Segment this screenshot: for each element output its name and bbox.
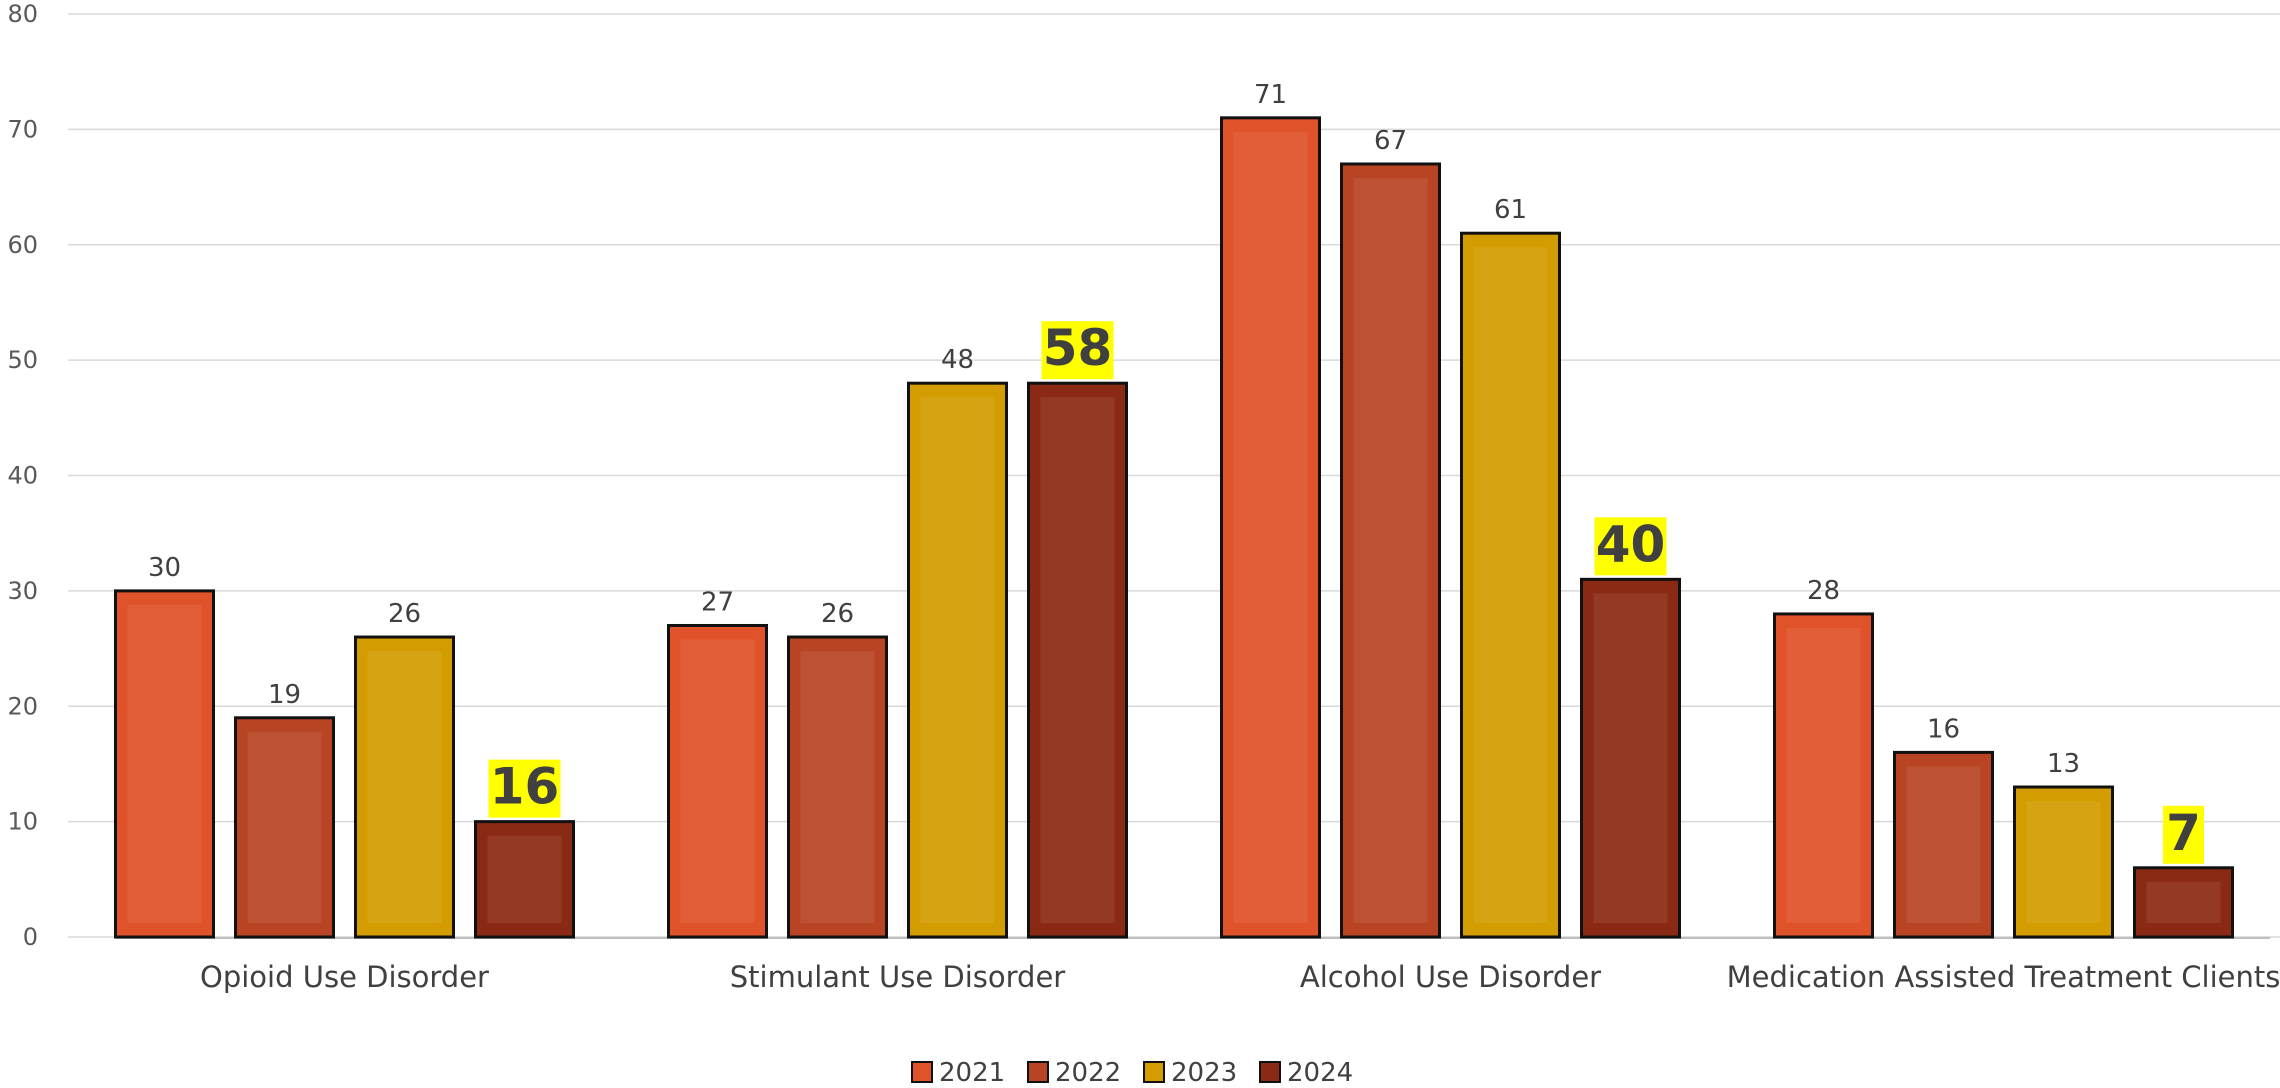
y-tick-label: 30 <box>7 577 38 605</box>
data-label: 28 <box>1807 576 1840 606</box>
data-label: 26 <box>821 599 854 629</box>
data-labels: 30 19 26 16 27 26 48 58 71 67 61 40 28 16 13 7 <box>148 80 2204 864</box>
legend-swatch <box>911 1061 933 1083</box>
legend-swatch <box>1143 1061 1165 1083</box>
y-tick-label: 70 <box>7 115 38 143</box>
data-label: 30 <box>148 553 181 583</box>
y-tick-label: 60 <box>7 231 38 259</box>
bar-2021 <box>114 589 215 939</box>
bar-bevel <box>1786 627 1861 923</box>
legend-swatch <box>1027 1061 1049 1083</box>
bar-bevel <box>1233 131 1308 923</box>
data-label: 7 <box>2166 804 2201 862</box>
category-label: Alcohol Use Disorder <box>1300 960 1601 994</box>
bar-bevel <box>800 651 875 923</box>
bar-2024 <box>1027 381 1128 939</box>
bar-2023 <box>2013 785 2114 939</box>
x-axis-categories: Opioid Use Disorder Stimulant Use Disorde… <box>200 960 2280 994</box>
data-label: 71 <box>1254 80 1287 110</box>
bar-2022 <box>234 716 335 939</box>
bar-2024 <box>474 820 575 939</box>
bar-bevel <box>2146 881 2221 923</box>
bar-bevel <box>367 651 442 923</box>
y-tick-label: 50 <box>7 346 38 374</box>
legend-label: 2023 <box>1171 1058 1237 1088</box>
bar-bevel <box>1040 397 1115 923</box>
data-label: 61 <box>1494 195 1527 225</box>
bar-bevel <box>680 639 755 923</box>
legend: 2021 2022 2023 2024 <box>911 1058 1353 1088</box>
y-tick-label: 20 <box>7 692 38 720</box>
data-label: 16 <box>490 758 560 816</box>
bar-2024 <box>1580 577 1681 939</box>
y-tick-label: 80 <box>7 0 38 28</box>
data-label: 27 <box>701 587 734 617</box>
bar-bevel <box>2026 801 2101 923</box>
data-label: 13 <box>2047 749 2080 779</box>
legend-label: 2021 <box>939 1058 1005 1088</box>
bar-2021 <box>667 623 768 939</box>
category-label: Opioid Use Disorder <box>200 960 489 994</box>
data-label: 48 <box>941 345 974 375</box>
label-highlight <box>1594 517 1667 576</box>
bar-2022 <box>1893 750 1994 939</box>
bar-bevel <box>1353 177 1428 924</box>
bar-bevel <box>1593 593 1668 923</box>
data-label: 16 <box>1927 714 1960 744</box>
bar-2022 <box>787 635 888 939</box>
bars <box>114 116 2234 939</box>
bar-2021 <box>1220 116 1321 939</box>
y-tick-label: 0 <box>23 923 38 951</box>
y-tick-label: 10 <box>7 808 38 836</box>
bar-bevel <box>920 397 995 923</box>
bar-2022 <box>1340 162 1441 939</box>
bar-2023 <box>1460 231 1561 939</box>
bar-bevel <box>247 731 322 923</box>
bar-2024 <box>2133 866 2234 939</box>
bar-2023 <box>907 381 1008 939</box>
bar-2023 <box>354 635 455 939</box>
legend-swatch <box>1259 1061 1281 1083</box>
category-label: Stimulant Use Disorder <box>730 960 1066 994</box>
data-label: 58 <box>1043 319 1113 377</box>
y-axis-ticks: 0 10 20 30 40 50 60 70 80 <box>7 0 38 951</box>
bar-bevel <box>487 835 562 923</box>
data-label: 19 <box>268 680 301 710</box>
bar-2021 <box>1773 612 1874 939</box>
bar-bevel <box>127 604 202 923</box>
category-label: Medication Assisted Treatment Clients <box>1727 960 2280 994</box>
data-label: 26 <box>388 599 421 629</box>
y-tick-label: 40 <box>7 462 38 490</box>
legend-label: 2024 <box>1287 1058 1353 1088</box>
label-highlight <box>488 759 561 818</box>
label-highlight <box>1041 321 1114 380</box>
legend-label: 2022 <box>1055 1058 1121 1088</box>
label-highlight <box>2163 805 2204 864</box>
bar-bevel <box>1473 247 1548 923</box>
data-label: 40 <box>1596 515 1666 573</box>
bar-bevel <box>1906 766 1981 923</box>
data-label: 67 <box>1374 126 1407 156</box>
